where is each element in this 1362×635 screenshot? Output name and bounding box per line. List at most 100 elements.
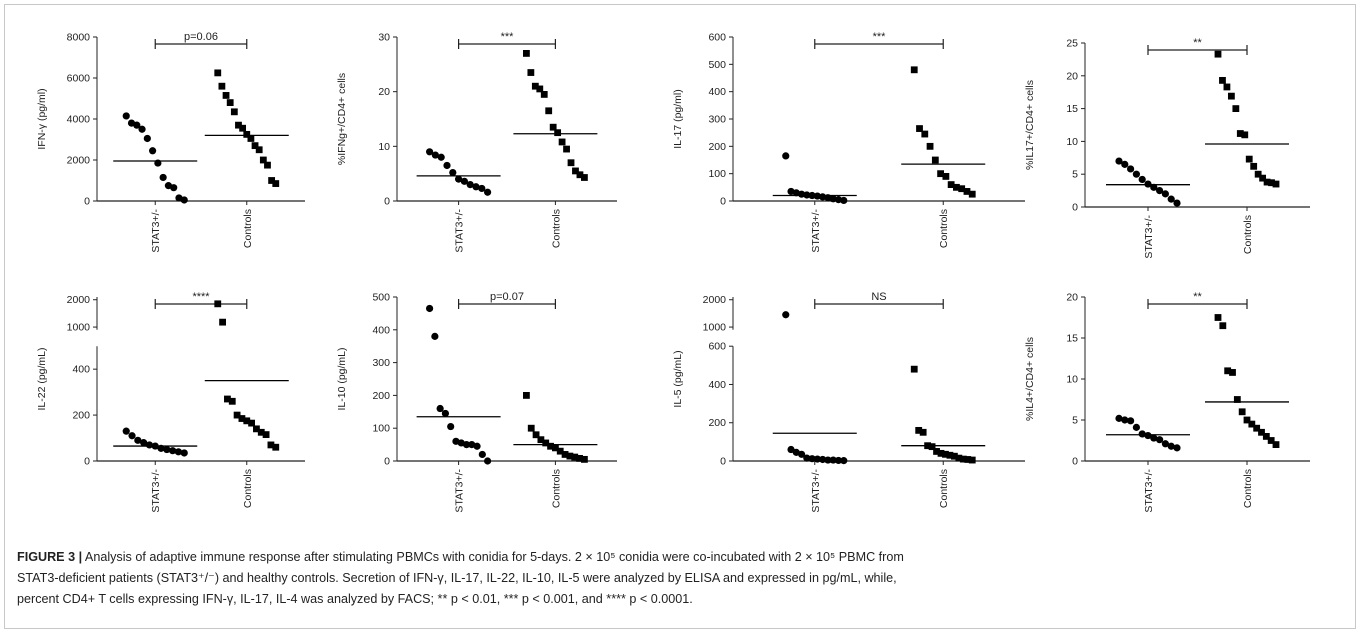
y-tick-label: 2000 [67,294,91,306]
data-point [460,177,468,185]
data-point [238,415,246,422]
data-point [955,454,963,462]
data-point [472,183,480,191]
y-axis-label: IL-10 (pg/mL) [336,347,348,410]
data-point [840,196,848,205]
data-point [1138,175,1146,184]
data-point [140,439,148,447]
data-point [968,190,976,198]
data-point [834,456,843,465]
data-point [926,142,934,150]
data-point [931,156,939,164]
data-point [235,121,242,129]
data-point [834,196,843,204]
data-point [1150,434,1158,442]
data-point [523,50,530,57]
y-tick-label: 10 [378,141,390,153]
data-point [581,174,588,181]
data-point [484,457,492,465]
data-point [1115,414,1123,422]
figure-frame: 0 2000 4000 6000 8000 IFN-γ (pg/ml) STAT3+/- Co… [4,4,1356,629]
data-point [455,175,463,183]
data-point [431,151,439,159]
data-point [128,432,136,440]
data-point [219,318,226,326]
data-point [1173,444,1181,452]
y-axis-label: %IFNg+/CD4+ cells [336,73,348,165]
y-tick-label: 300 [372,357,390,369]
x-tick-label: STAT3+/- [1143,469,1155,513]
data-point [1254,170,1262,178]
x-tick-label: Controls [1242,215,1254,254]
data-point [1238,408,1246,416]
y-tick-label: 0 [720,456,726,468]
significance-label: p=0.07 [490,291,524,303]
data-point [1272,180,1280,188]
data-point [243,417,251,425]
data-point [527,424,535,432]
data-point [257,428,265,436]
data-point [1132,170,1140,178]
chart-panel-2: 0 10 20 30 %IFNg+/CD4+ cells STAT3+/- Controls… [336,31,617,253]
data-point [1250,162,1258,170]
data-point [829,456,837,464]
data-point [1236,130,1244,137]
data-point [1241,131,1249,139]
data-point [1267,437,1275,444]
data-point [561,451,569,458]
data-point [1245,155,1253,163]
data-point [1224,367,1232,375]
y-tick-label: 15 [1066,333,1078,345]
data-point [253,425,260,433]
y-tick-label: 5 [1072,169,1078,181]
data-point [554,129,562,137]
data-point [1138,430,1146,438]
x-tick-label: Controls [550,469,562,508]
data-point [950,452,958,460]
data-point [478,184,486,193]
y-tick-label: 1000 [703,322,727,334]
data-point [174,448,183,456]
x-tick-label: STAT3+/- [150,469,162,513]
data-point [1115,157,1123,165]
data-point [829,195,837,203]
caption-line-2: STAT3-deficient patients (STAT3⁺/⁻) and … [17,571,897,585]
data-point [437,153,445,161]
y-tick-label: 2000 [67,155,91,167]
data-point [431,332,439,340]
data-point [462,441,471,449]
data-point [824,456,832,464]
data-point [953,183,960,191]
data-point [921,130,929,138]
data-point [443,161,451,170]
data-point [782,311,790,319]
data-point [1268,179,1275,187]
data-point [251,142,259,150]
x-tick-label: STAT3+/- [810,209,822,253]
data-point [1229,369,1236,376]
figure-caption: FIGURE 3 | Analysis of adaptive immune r… [17,547,1347,610]
data-point [268,177,276,184]
y-tick-label: 6000 [67,73,91,85]
data-point [1121,160,1129,168]
caption-text-1: Analysis of adaptive immune response aft… [84,550,904,564]
data-point [1127,417,1135,425]
data-point [1214,50,1222,58]
data-point [478,450,486,459]
data-point [959,455,967,463]
data-point [813,455,821,463]
data-point [441,409,450,418]
data-point [803,454,811,462]
data-point [224,395,231,403]
data-point [840,457,848,465]
data-point [1227,92,1235,100]
data-point [1161,440,1169,448]
data-point [466,181,474,189]
data-point [937,449,945,457]
y-axis-label: %IL17+/CD4+ cells [1024,80,1036,170]
y-tick-label: 0 [384,196,390,208]
y-tick-label: 0 [1072,202,1078,214]
data-point [170,184,178,192]
data-point [1214,314,1222,321]
data-point [180,196,188,204]
